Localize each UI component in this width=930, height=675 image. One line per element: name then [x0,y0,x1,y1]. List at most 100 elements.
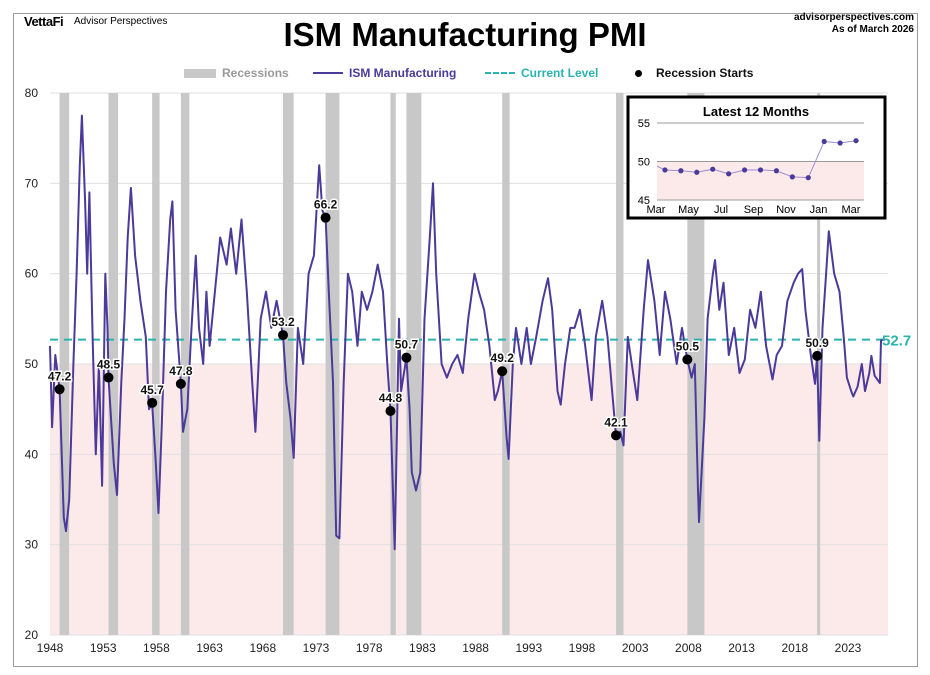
recession-start-marker [320,212,331,223]
inset-x-label: May [678,204,699,216]
recession-start-marker [278,330,289,341]
x-tick-label: 1963 [196,641,223,655]
chart-title: ISM Manufacturing PMI [283,16,647,53]
x-tick-label: 1988 [462,641,489,655]
legend-label: ISM Manufacturing [349,66,457,80]
recession-start-label: 45.7 [140,383,164,397]
recession-start-marker [147,397,158,408]
inset-below-50 [657,161,864,200]
y-tick-label: 50 [25,357,39,371]
recession-bar [59,93,70,635]
recession-start-marker [54,384,65,395]
site-url: advisorperspectives.com [793,12,914,23]
inset-chart: Latest 12 Months 45 50 55 Mar May Jul Sep Nov Jan… [626,95,887,220]
recession-bar [390,93,396,635]
inset-point [805,175,811,181]
recession-start-label: 49.2 [491,351,515,365]
chart-frame [13,13,918,667]
recession-start-label: 50.7 [395,338,419,352]
legend-recession-starts: Recession Starts [635,66,753,80]
y-tick-label: 20 [25,628,39,642]
recession-bar [108,93,119,635]
inset-y-label: 45 [638,195,650,207]
x-tick-label: 1953 [90,641,117,655]
recession-start-label: 47.8 [169,364,193,378]
inset-point [694,169,700,175]
x-tick-label: 1978 [356,641,383,655]
inset-x-label: Nov [776,204,796,216]
dot-swatch-icon [635,69,642,77]
x-tick-label: 2013 [728,641,755,655]
inset-point [789,174,795,180]
x-tick-label: 2018 [781,641,808,655]
recession-start-label: 66.2 [314,198,338,212]
source-info: advisorperspectives.com As of March 2026 [794,12,914,36]
recession-start-label: 42.1 [604,415,628,429]
recession-bar [502,93,510,635]
recession-start-marker [401,352,412,363]
ism-series-line [49,114,884,551]
x-tick-label: 1998 [569,641,596,655]
recession-bar [283,93,294,635]
recession-bar [406,93,422,635]
x-tick-label: 2003 [622,641,649,655]
legend-label: Recessions [222,66,289,80]
current-level-label: 52.7 [882,333,911,350]
recession-bar [817,93,821,635]
inset-point [662,167,668,173]
recession-start-marker [497,366,508,377]
y-tick-label: 80 [25,86,39,100]
below-50-zone [50,364,888,635]
recession-start-label: 53.2 [271,315,295,329]
recession-start-marker [611,430,622,441]
recession-start-label: 44.8 [379,391,403,405]
x-tick-label: 1968 [249,641,276,655]
inset-y-label: 55 [638,118,650,130]
recession-start-marker [175,378,186,389]
inset-x-label: Mar [842,204,861,216]
inset-title: Latest 12 Months [703,104,809,119]
legend-current: Current Level [485,66,598,80]
inset-point [726,171,732,177]
inset-point [853,138,859,144]
x-tick-label: 1948 [37,641,64,655]
inset-point [837,140,843,146]
x-tick-label: 1958 [143,641,170,655]
legend-ism: ISM Manufacturing [313,66,456,80]
inset-point [757,167,764,173]
recession-start-marker [103,372,114,383]
dashed-swatch-icon [485,72,515,74]
inset-point [710,166,716,172]
legend-label: Recession Starts [656,66,754,80]
inset-y-label: 50 [638,157,650,169]
legend-label: Current Level [521,66,599,80]
brand-logo: VettaFi [24,14,64,29]
inset-x-label: Jul [714,204,728,216]
recession-start-label: 47.2 [48,369,72,383]
legend-recessions: Recessions [184,66,289,80]
x-tick-label: 1993 [515,641,542,655]
y-tick-label: 60 [25,267,39,281]
inset-point [821,138,827,145]
inset-point [741,167,748,173]
inset-x-label: Sep [744,204,764,216]
line-swatch-icon [313,72,343,74]
recession-start-marker [385,405,396,416]
recession-swatch-icon [184,68,216,78]
recession-bar [180,93,190,635]
recession-start-label: 48.5 [97,358,121,372]
x-tick-label: 2023 [835,641,862,655]
inset-x-label: Jan [810,204,828,216]
inset-line [656,140,857,179]
y-tick-label: 30 [25,538,39,552]
recession-start-marker [812,350,823,361]
inset-point [773,168,780,174]
recession-start-marker [682,354,693,365]
as-of-date: As of March 2026 [831,24,914,35]
y-tick-label: 70 [25,176,39,190]
inset-x-label: Mar [647,204,666,216]
recession-start-label: 50.9 [805,336,829,350]
recession-bar [616,93,624,635]
recession-bar [152,93,160,635]
